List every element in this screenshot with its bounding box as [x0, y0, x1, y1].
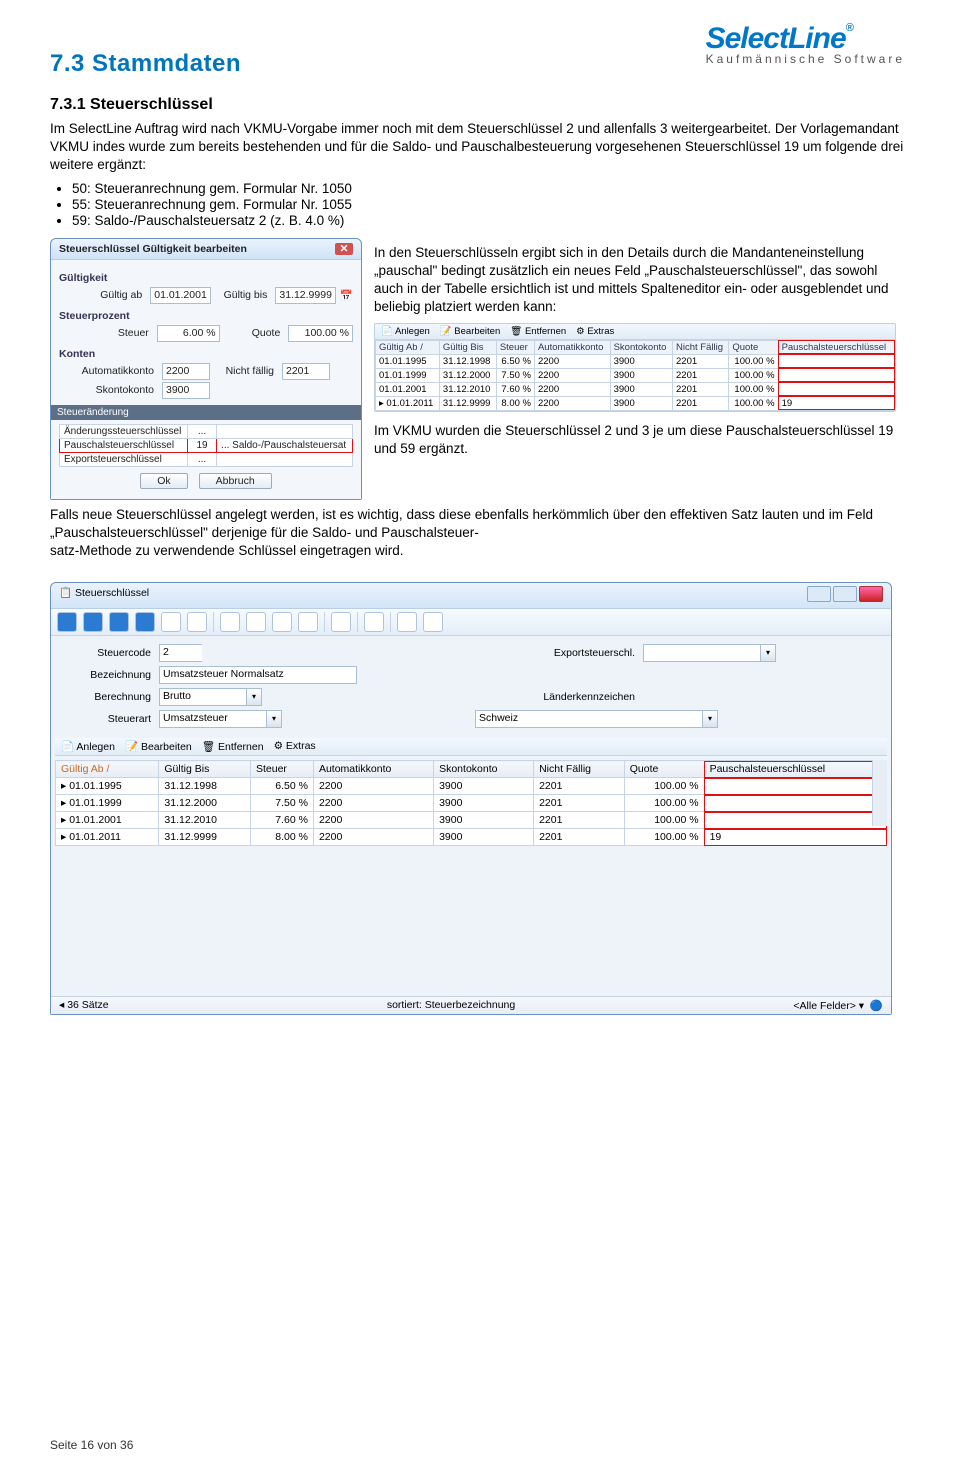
bez-input[interactable]: Umsatzsteuer Normalsatz [159, 666, 357, 684]
scrollbar[interactable] [872, 760, 887, 826]
search-icon [331, 612, 351, 632]
tb-del[interactable]: 🗑 Entfernen [510, 326, 566, 337]
cancel-button[interactable]: Abbruch [199, 473, 272, 489]
window-title: Steuerschlüssel [75, 587, 149, 599]
dropdown-icon[interactable]: ▾ [246, 688, 262, 706]
list-icon [187, 612, 207, 632]
brand-logo: SelectLine® Kaufmännische Software [706, 22, 905, 66]
dropdown-icon[interactable]: ▾ [266, 710, 282, 728]
copy-icon [246, 612, 266, 632]
body-text: In den Steuerschlüsseln ergibt sich in d… [374, 244, 910, 317]
toolbar[interactable] [51, 609, 891, 636]
skonto-input[interactable]: 3900 [162, 382, 210, 399]
filter-icon [364, 612, 384, 632]
new-icon [220, 612, 240, 632]
dropdown-icon[interactable]: ▾ [702, 710, 718, 728]
prev-icon [83, 612, 103, 632]
berechnung-select[interactable]: Brutto [159, 688, 246, 706]
subsection-heading: 7.3.1 Steuerschlüssel [50, 96, 910, 114]
intro-paragraph: Im SelectLine Auftrag wird nach VKMU-Vor… [50, 120, 910, 175]
valid-to-input[interactable]: 31.12.9999 [275, 287, 336, 304]
edit-validity-dialog: Steuerschlüssel Gültigkeit bearbeiten ✕ … [50, 238, 362, 500]
auto-account-input[interactable]: 2200 [162, 363, 210, 380]
tax-input[interactable]: 6.00 % [157, 325, 220, 342]
section-label: Gültigkeit [59, 272, 353, 284]
tb-extras[interactable]: ⚙ Extras [576, 326, 614, 337]
quote-input[interactable]: 100.00 % [288, 325, 353, 342]
window-buttons[interactable] [805, 586, 883, 605]
tb-extras[interactable]: ⚙ Extras [274, 740, 316, 753]
body-text: Im VKMU wurden die Steuerschlüssel 2 und… [374, 422, 910, 458]
status-count: 36 Sätze [67, 999, 108, 1011]
page-footer: Seite 16 von 36 [50, 1438, 133, 1452]
small-grid: 📄 Anlegen 📝 Bearbeiten 🗑 Entfernen ⚙ Ext… [374, 323, 896, 412]
export-input[interactable] [643, 644, 760, 662]
steuercode-input[interactable]: 2 [159, 644, 202, 662]
section-label: Steuerprozent [59, 310, 353, 322]
dropdown-icon[interactable]: ▾ [760, 644, 776, 662]
section-label: Steueränderung [51, 405, 361, 420]
body-text: Falls neue Steuerschlüssel angelegt werd… [50, 506, 910, 561]
change-table: Änderungssteuerschlüssel... Pauschalsteu… [59, 424, 353, 467]
status-sort: sortiert: Steuerbezeichnung [387, 999, 515, 1012]
print-icon [423, 612, 443, 632]
tb-new[interactable]: 📄 Anlegen [61, 740, 115, 753]
delete-icon [272, 612, 292, 632]
land-select[interactable]: Schweiz [475, 710, 702, 728]
section-label: Konten [59, 348, 353, 360]
refresh-icon [298, 612, 318, 632]
grid-icon [161, 612, 181, 632]
calendar-icon[interactable]: 📅 [340, 289, 353, 302]
tb-edit[interactable]: 📝 Bearbeiten [125, 740, 192, 753]
valid-from-input[interactable]: 01.01.2001 [150, 287, 211, 304]
first-icon [57, 612, 77, 632]
notdue-input[interactable]: 2201 [282, 363, 330, 380]
tb-edit[interactable]: 📝 Bearbeiten [440, 326, 500, 337]
tb-del[interactable]: 🗑 Entfernen [202, 740, 264, 753]
bullet-list: 50: Steueranrechnung gem. Formular Nr. 1… [72, 181, 910, 228]
last-icon [135, 612, 155, 632]
export-icon [397, 612, 417, 632]
status-filter[interactable]: <Alle Felder> [793, 1000, 855, 1012]
next-icon [109, 612, 129, 632]
close-icon[interactable]: ✕ [335, 243, 353, 255]
tax-key-window: 📋 Steuerschlüssel Steuercode 2 Exportste… [50, 582, 892, 1015]
steuerart-select[interactable]: Umsatzsteuer [159, 710, 266, 728]
tb-new[interactable]: 📄 Anlegen [381, 326, 430, 337]
ok-button[interactable]: Ok [140, 473, 187, 489]
dialog-title: Steuerschlüssel Gültigkeit bearbeiten [59, 243, 247, 255]
